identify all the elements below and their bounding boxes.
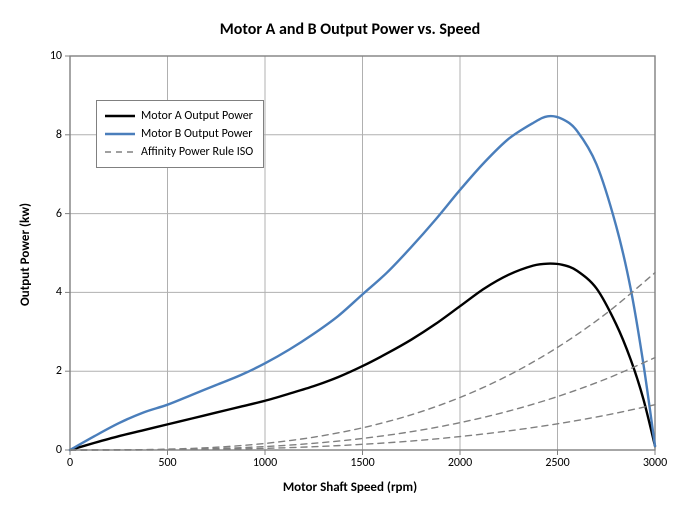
- legend-label: Motor B Output Power: [141, 127, 252, 141]
- legend-swatch: [105, 146, 135, 158]
- x-tick-label: 2500: [545, 456, 569, 470]
- legend-label: Motor A Output Power: [141, 109, 253, 123]
- y-tick-label: 6: [56, 207, 62, 221]
- legend-swatch: [105, 110, 135, 122]
- legend: Motor A Output Power Motor B Output Power…: [96, 100, 264, 168]
- x-tick-label: 1000: [253, 456, 277, 470]
- y-tick-label: 0: [56, 443, 62, 457]
- x-tick-label: 500: [158, 456, 176, 470]
- legend-label: Affinity Power Rule ISO: [141, 145, 253, 159]
- x-axis-label: Motor Shaft Speed (rpm): [0, 480, 700, 495]
- legend-item: Motor A Output Power: [105, 107, 253, 125]
- chart-container: Motor A and B Output Power vs. Speed Out…: [0, 0, 700, 509]
- y-tick-label: 10: [50, 49, 62, 63]
- y-tick-label: 2: [56, 364, 62, 378]
- y-tick-label: 4: [56, 285, 62, 299]
- x-tick-label: 3000: [643, 456, 667, 470]
- legend-item: Motor B Output Power: [105, 125, 253, 143]
- y-axis-label: Output Power (kw): [18, 0, 33, 509]
- y-tick-label: 8: [56, 128, 62, 142]
- x-tick-label: 2000: [448, 456, 472, 470]
- chart-title: Motor A and B Output Power vs. Speed: [0, 20, 700, 39]
- x-tick-label: 1500: [350, 456, 374, 470]
- legend-swatch: [105, 128, 135, 140]
- legend-item: Affinity Power Rule ISO: [105, 143, 253, 161]
- x-tick-label: 0: [67, 456, 73, 470]
